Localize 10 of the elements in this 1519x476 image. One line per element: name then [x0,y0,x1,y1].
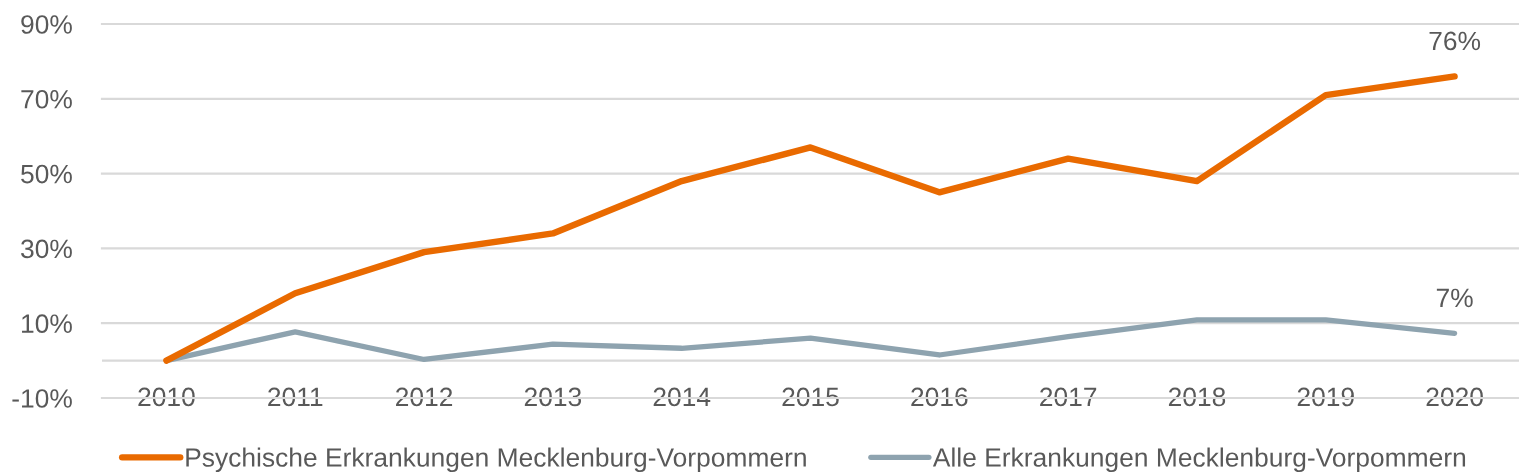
legend-label: Psychische Erkrankungen Mecklenburg-Vorpommern [186,447,806,473]
data-label: 76% [1429,31,1481,51]
y-tick-label: 70% [21,89,72,109]
y-tick-label: 50% [21,164,72,184]
y-tick-label: 10% [22,314,72,334]
y-tick-label: 30% [21,239,72,259]
data-label: 7% [1436,288,1473,308]
y-tick-label: 90% [21,15,72,34]
legend-label: Alle Erkrankungen Mecklenburg-Vorpommern [932,447,1466,473]
y-tick-label: -10% [12,389,72,408]
